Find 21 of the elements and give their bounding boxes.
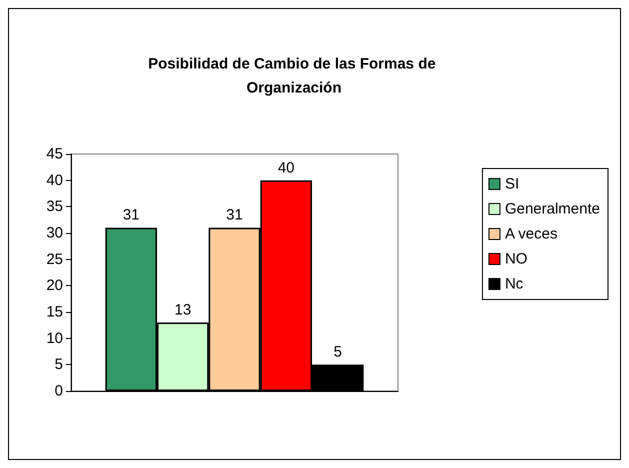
legend-label: A veces [504, 226, 558, 242]
y-tick-label: 45 [46, 146, 63, 162]
legend-label: SI [504, 176, 520, 192]
y-tick-label: 5 [54, 356, 63, 374]
legend-label: NO [504, 250, 528, 268]
chart-title: Posibilidad de Cambio de las Formas de Organización [148, 56, 440, 96]
y-tick-label: 20 [46, 277, 63, 294]
y-tick-label: 0 [54, 382, 63, 400]
legend-label: Generalmente [504, 200, 600, 218]
y-tick-label: 15 [46, 304, 63, 320]
y-tick-label: 25 [46, 250, 63, 268]
y-tick-label: 40 [46, 172, 63, 189]
data-label: 31 [226, 206, 243, 224]
y-tick-label: 30 [46, 224, 63, 242]
y-tick-label: 10 [46, 330, 63, 347]
data-label: 5 [334, 344, 342, 361]
legend-label: Nc [504, 276, 524, 292]
data-label: 13 [174, 302, 192, 319]
data-label: 31 [122, 206, 140, 224]
data-label: 40 [278, 159, 295, 176]
y-tick-label: 35 [46, 198, 63, 216]
